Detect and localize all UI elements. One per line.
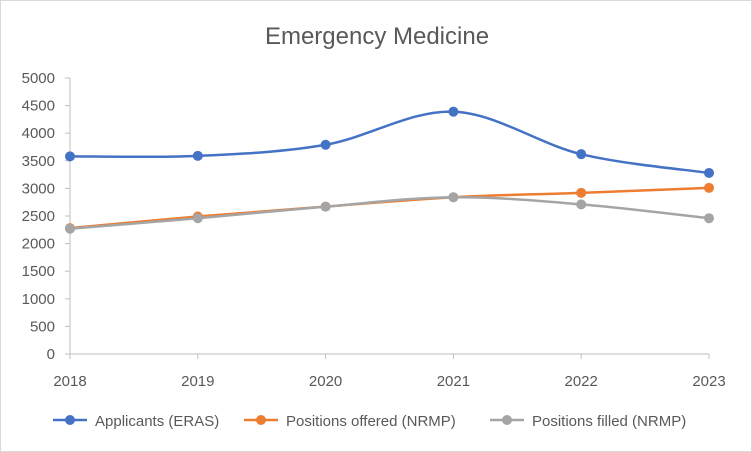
y-tick-label: 1000 bbox=[22, 291, 55, 308]
y-tick-label: 2500 bbox=[22, 208, 55, 225]
data-point bbox=[704, 213, 714, 224]
series-line bbox=[69, 110, 710, 175]
legend-item-0: Applicants (ERAS) bbox=[53, 413, 219, 430]
legend-swatch-marker bbox=[256, 415, 266, 425]
axes: 0 500 1000 1500 2000 2500 3000 3500 4000 4500 5000… bbox=[22, 70, 726, 390]
legend-label: Applicants (ERAS) bbox=[95, 413, 219, 430]
y-tick-label: 1500 bbox=[22, 263, 55, 280]
legend-swatch-marker bbox=[65, 415, 75, 425]
data-point bbox=[704, 167, 714, 178]
x-tick-label: 2018 bbox=[53, 373, 86, 390]
y-tick-label: 5000 bbox=[22, 70, 55, 87]
legend-item-1: Positions offered (NRMP) bbox=[244, 413, 456, 430]
data-point bbox=[65, 151, 75, 162]
legend-item-2: Positions filled (NRMP) bbox=[490, 413, 686, 430]
data-point bbox=[320, 201, 331, 212]
data-point bbox=[192, 213, 203, 224]
data-point bbox=[448, 106, 459, 117]
data-point bbox=[320, 139, 331, 150]
x-tick-label: 2020 bbox=[309, 373, 342, 390]
y-tick-label: 2000 bbox=[22, 236, 55, 253]
x-tick-label: 2019 bbox=[181, 373, 214, 390]
x-tick-label: 2022 bbox=[565, 373, 598, 390]
data-point bbox=[576, 187, 587, 198]
legend-label: Positions filled (NRMP) bbox=[532, 413, 686, 430]
y-tick-label: 0 bbox=[47, 346, 55, 363]
x-tick-label: 2023 bbox=[692, 373, 725, 390]
x-tick-label: 2021 bbox=[437, 373, 470, 390]
y-tick-label: 4500 bbox=[22, 98, 55, 115]
series-0 bbox=[65, 106, 714, 178]
data-point bbox=[65, 223, 75, 234]
series-layer bbox=[65, 106, 714, 234]
data-point bbox=[448, 192, 459, 203]
data-point bbox=[704, 182, 714, 193]
data-point bbox=[576, 199, 587, 210]
legend-label: Positions offered (NRMP) bbox=[286, 413, 456, 430]
legend: Applicants (ERAS) Positions offered (NRMP… bbox=[53, 413, 686, 430]
data-point bbox=[192, 150, 203, 161]
series-line bbox=[69, 195, 710, 230]
y-tick-label: 3000 bbox=[22, 180, 55, 197]
y-tick-label: 500 bbox=[30, 318, 55, 335]
y-tick-label: 4000 bbox=[22, 125, 55, 142]
series-2 bbox=[65, 192, 714, 234]
chart-title: Emergency Medicine bbox=[265, 23, 489, 50]
data-point bbox=[576, 149, 587, 160]
legend-swatch-marker bbox=[502, 415, 512, 425]
y-tick-label: 3500 bbox=[22, 153, 55, 170]
